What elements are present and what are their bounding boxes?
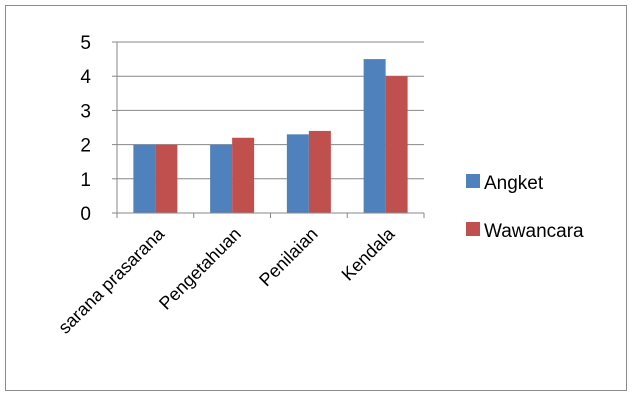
bar-wawancara-1 [155,144,178,213]
y-tick-label-2: 2 [80,136,91,157]
bar-angket-3 [286,134,309,213]
bar-angket-2 [210,144,233,213]
x-category-label-2: Pengetahuan [155,224,245,314]
y-tick-label-1: 1 [80,170,91,191]
bar-wawancara-3 [308,130,331,213]
bar-wawancara-2 [232,137,255,213]
x-category-label-1: sarana prasarana [54,223,169,338]
legend-label-angket: Angket [484,173,544,194]
bar-angket-1 [133,144,156,213]
bars [133,59,408,213]
x-category-label-3: Penilaian [255,224,322,291]
y-tick-label-4: 4 [80,67,91,88]
legend-label-wawancara: Wawancara [484,221,584,242]
axes [116,42,425,218]
bar-angket-4 [363,59,386,213]
y-tick-label-0: 0 [80,204,91,225]
legend: Angket Wawancara [466,173,584,242]
legend-swatch-wawancara [466,222,480,236]
legend-swatch-angket [466,174,480,188]
x-category-label-4: Kendala [338,223,400,285]
y-axis-ticks: 0 1 2 3 4 5 [80,33,117,225]
y-tick-label-5: 5 [80,33,91,54]
y-tick-label-3: 3 [80,101,91,122]
bar-wawancara-4 [385,76,408,213]
